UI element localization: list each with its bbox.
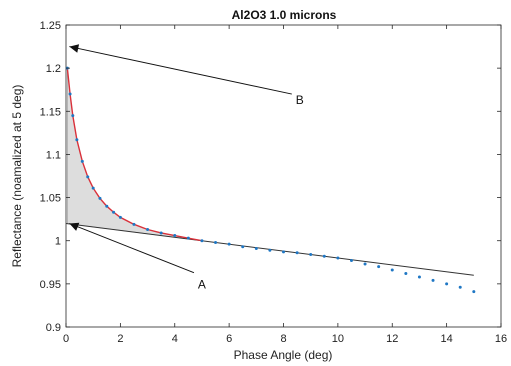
measured-point xyxy=(282,250,285,254)
measured-point xyxy=(173,234,177,238)
x-axis-ticks: 0 2 4 6 8 10 12 14 16 xyxy=(63,25,507,345)
measured-point xyxy=(363,262,367,266)
measured-point xyxy=(445,282,449,286)
measured-point xyxy=(159,231,163,235)
y-tick-label: 1.05 xyxy=(40,193,61,205)
measured-point xyxy=(86,175,90,179)
measured-point xyxy=(268,248,272,252)
x-tick-label: 16 xyxy=(495,333,507,345)
measured-point xyxy=(112,210,116,214)
measured-point xyxy=(322,254,326,258)
chart-title: Al2O3 1.0 microns xyxy=(232,8,337,22)
x-tick-label: 6 xyxy=(226,333,232,345)
measured-point xyxy=(254,246,258,250)
measured-point xyxy=(309,253,313,257)
measured-point xyxy=(295,251,299,255)
y-axis-ticks: 0.9 0.95 1 1.05 1.1 1.15 1.2 1.25 xyxy=(40,20,501,334)
measured-point xyxy=(71,114,75,118)
annotation-label: B xyxy=(296,93,304,107)
y-tick-label: 0.95 xyxy=(40,279,61,291)
measured-point xyxy=(349,259,353,263)
x-tick-label: 8 xyxy=(280,333,286,345)
x-tick-label: 4 xyxy=(172,333,178,345)
plot-area xyxy=(65,24,502,328)
annotation-arrow-head xyxy=(69,44,80,53)
y-tick-label: 1.15 xyxy=(40,106,61,118)
measured-point xyxy=(377,265,381,269)
y-axis-label: Reflectance (noamalized at 5 deg) xyxy=(10,85,24,268)
measured-point xyxy=(75,138,79,142)
measured-point xyxy=(98,196,102,200)
measured-point xyxy=(227,242,231,246)
measured-point xyxy=(132,222,136,226)
measured-point xyxy=(80,159,84,163)
y-tick-label: 1.1 xyxy=(46,149,61,161)
measured-point xyxy=(431,278,435,282)
measured-point xyxy=(91,186,95,190)
measured-point xyxy=(105,204,109,208)
y-tick-label: 1 xyxy=(55,236,61,248)
series-group xyxy=(65,66,476,294)
annotation-group: AB xyxy=(69,44,304,292)
measured-point xyxy=(458,285,462,289)
measured-point xyxy=(214,240,218,244)
measured-point xyxy=(417,275,421,279)
measured-point xyxy=(186,236,190,240)
measured-point xyxy=(336,256,340,260)
measured-point xyxy=(390,268,394,272)
annotation-arrow-head xyxy=(69,222,80,231)
annotation-label: A xyxy=(198,278,206,292)
measured-point xyxy=(146,227,150,231)
measured-point xyxy=(404,272,408,276)
measured-point xyxy=(200,239,204,243)
y-tick-label: 1.2 xyxy=(46,63,61,75)
annotation-arrow-line xyxy=(69,46,292,95)
x-tick-label: 14 xyxy=(441,333,453,345)
x-tick-label: 0 xyxy=(63,333,69,345)
measured-point xyxy=(241,245,245,249)
measured-point xyxy=(118,215,122,219)
x-tick-label: 10 xyxy=(332,333,344,345)
y-tick-label: 0.9 xyxy=(46,322,61,334)
y-tick-label: 1.25 xyxy=(40,20,61,32)
measured-point xyxy=(472,290,476,294)
x-axis-label: Phase Angle (deg) xyxy=(234,348,333,362)
x-tick-label: 12 xyxy=(386,333,398,345)
annotation-arrow-line xyxy=(69,222,195,274)
measured-point xyxy=(68,92,72,96)
x-tick-label: 2 xyxy=(117,333,123,345)
